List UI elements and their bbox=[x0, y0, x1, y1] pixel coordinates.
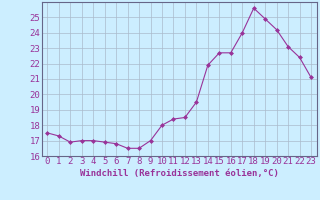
X-axis label: Windchill (Refroidissement éolien,°C): Windchill (Refroidissement éolien,°C) bbox=[80, 169, 279, 178]
